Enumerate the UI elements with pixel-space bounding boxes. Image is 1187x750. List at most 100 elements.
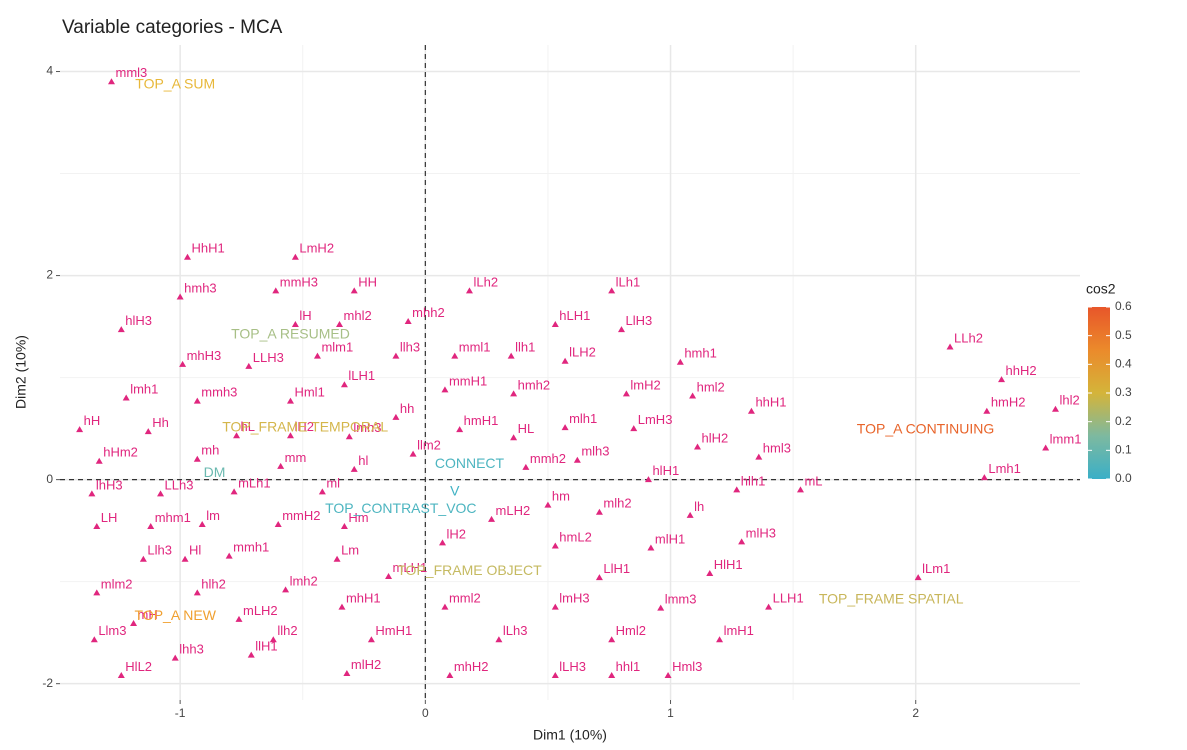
point-label: mlH2 [351,657,381,672]
point [510,390,518,397]
point [706,569,714,576]
point-label: LLH1 [773,591,804,606]
point [139,555,147,562]
point [657,604,665,611]
supplementary-label: TOP_A NEW [135,607,217,623]
point-label: hL [241,419,255,434]
point-label: mH [138,607,158,622]
point [738,538,746,545]
point-label: mmH2 [282,508,320,523]
point [343,669,351,676]
point [1042,444,1050,451]
point-label: lLm1 [922,561,950,576]
point-label: HH [358,274,377,289]
point-label: mLh1 [238,475,271,490]
point-label: hlH2 [702,430,729,445]
point [573,456,581,463]
point-label: llH1 [255,639,277,654]
point [107,78,115,85]
point [946,343,954,350]
x-tick-label: 1 [667,706,674,720]
point-label: hl [358,453,368,468]
point-label: mL [804,473,822,488]
point [404,317,412,324]
point [446,672,454,679]
point-label: lLH1 [348,368,375,383]
point [225,552,233,559]
point-label: mlH3 [746,525,776,540]
x-tick-label: -1 [175,706,186,720]
point-label: lLh3 [503,623,528,638]
point-label: lhl2 [1059,393,1079,408]
point-label: lmH3 [559,591,589,606]
point [608,672,616,679]
point [392,352,400,359]
point-label: hhH2 [1006,363,1037,378]
point-label: hH [84,413,101,428]
point-label: llh1 [515,340,535,355]
point [171,654,179,661]
colorbar-tick-label: 0.4 [1115,357,1132,371]
point-label: HlL2 [125,659,152,674]
point-label: lhh3 [179,642,204,657]
point [608,287,616,294]
point-label: lmm1 [1050,431,1082,446]
point-label: mhh2 [412,305,445,320]
colorbar-tick-label: 0.0 [1115,471,1132,485]
point [439,539,446,546]
y-tick-label: 4 [46,64,53,78]
point-label: LlH3 [625,313,652,328]
point [274,521,282,528]
point-label: mlm2 [101,576,133,591]
point [689,392,697,399]
point-label: Hml1 [294,385,324,400]
point-label: mlh3 [581,444,609,459]
point-label: hml3 [763,441,791,456]
point-label: mhm1 [155,510,191,525]
point-label: Llh3 [147,543,172,558]
point [350,287,358,294]
point [93,589,101,596]
y-tick-label: 0 [46,472,53,486]
point [561,424,569,431]
point [122,394,130,401]
point-label: hHm2 [103,445,138,460]
point-label: LmH2 [299,241,334,256]
point-label: HhH1 [192,241,225,256]
point-label: lH [299,308,311,323]
point-label: llh3 [400,340,420,355]
point-label: lmh3 [353,420,381,435]
point [350,465,358,472]
point-label: mmh2 [530,451,566,466]
point-label: lmh2 [290,573,318,588]
point [551,542,559,549]
point-label: ml [326,475,340,490]
point [345,433,353,440]
point-label: LlH1 [603,561,630,576]
point [755,453,763,460]
point [716,636,724,643]
point [233,432,241,439]
point [95,457,103,464]
point [193,397,201,404]
point-label: llm2 [417,438,441,453]
x-axis-title: Dim1 (10%) [533,727,607,743]
point [93,523,101,530]
point-label: Llm3 [98,623,126,638]
point [551,321,559,328]
x-tick-label: 2 [912,706,919,720]
point-label: hmh1 [684,346,717,361]
point-label: mmH3 [280,274,318,289]
point [336,321,344,328]
supplementary-label: TOP_FRAME OBJECT [397,562,542,578]
point-label: mhH3 [187,348,222,363]
point [544,501,552,508]
point [465,287,473,294]
point-label: mhl2 [344,308,372,323]
point-label: lhH3 [96,477,123,492]
point-label: hm [552,489,570,504]
point [385,573,393,580]
point-label: hlh1 [741,473,766,488]
point [318,488,326,495]
